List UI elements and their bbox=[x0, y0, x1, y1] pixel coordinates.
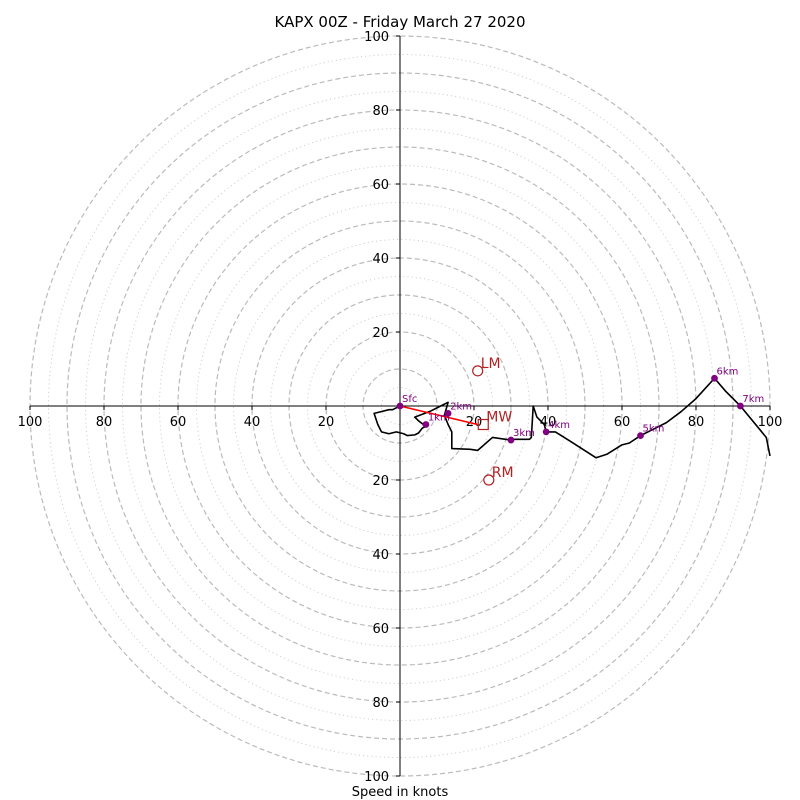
height-marker bbox=[422, 421, 430, 428]
x-tick-label: 60 bbox=[170, 415, 187, 430]
height-marker bbox=[542, 428, 550, 436]
x-tick-label: 100 bbox=[18, 415, 43, 430]
motion-marker bbox=[477, 418, 489, 431]
motion-marker bbox=[483, 474, 495, 486]
height-label: 7km bbox=[742, 394, 764, 405]
storm-motions: LM MW RM bbox=[472, 356, 514, 486]
height-label: Sfc bbox=[402, 394, 417, 405]
height-marker bbox=[637, 432, 644, 439]
y-tick-label: 60 bbox=[372, 622, 389, 637]
height-label: 3km bbox=[513, 428, 535, 439]
height-label: 6km bbox=[717, 366, 739, 377]
height-label: 2km bbox=[450, 401, 472, 412]
shear-vector bbox=[399, 405, 478, 426]
height-marker bbox=[737, 402, 744, 410]
y-tick-label: 20 bbox=[372, 474, 389, 489]
y-tick-label: 40 bbox=[372, 548, 389, 563]
height-marker bbox=[711, 374, 718, 382]
tick-labels: 100 80 60 40 20 20 40 60 80 100100806040202040608… bbox=[18, 30, 783, 785]
y-tick-label: 60 bbox=[372, 178, 389, 193]
motion-marker bbox=[472, 365, 484, 377]
hodograph-trace bbox=[373, 377, 771, 459]
y-tick-label: 40 bbox=[372, 252, 389, 267]
x-axis-label: Speed in knots bbox=[352, 785, 449, 800]
hodograph-line bbox=[373, 377, 771, 459]
y-tick-label: 100 bbox=[364, 770, 389, 785]
x-tick-label: 40 bbox=[540, 415, 557, 430]
motion-label: MW bbox=[486, 410, 512, 426]
y-tick-label: 20 bbox=[372, 326, 389, 341]
y-tick-label: 80 bbox=[372, 104, 389, 119]
height-marker bbox=[444, 410, 452, 417]
motion-label: RM bbox=[492, 465, 514, 481]
height-marker bbox=[396, 402, 404, 410]
height-label: 5km bbox=[643, 424, 665, 435]
y-tick-label: 80 bbox=[372, 696, 389, 711]
height-label: 1km bbox=[428, 413, 450, 424]
height-label: 4km bbox=[548, 420, 570, 431]
motion-label: LM bbox=[481, 356, 501, 372]
x-tick-label: 80 bbox=[96, 415, 113, 430]
x-tick-label: 60 bbox=[614, 415, 631, 430]
x-tick-label: 100 bbox=[758, 415, 783, 430]
x-tick-label: 40 bbox=[244, 415, 261, 430]
y-tick-label: 100 bbox=[364, 30, 389, 45]
chart-title: KAPX 00Z - Friday March 27 2020 bbox=[275, 13, 526, 31]
height-marker bbox=[507, 436, 515, 444]
x-tick-label: 20 bbox=[318, 415, 335, 430]
x-tick-label: 80 bbox=[688, 415, 705, 430]
